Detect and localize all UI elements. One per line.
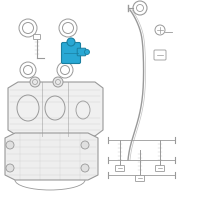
FancyBboxPatch shape [77, 48, 86, 56]
Polygon shape [8, 82, 103, 136]
Circle shape [59, 19, 77, 37]
Circle shape [81, 164, 89, 172]
Circle shape [67, 38, 75, 46]
Circle shape [155, 25, 165, 35]
Circle shape [84, 49, 90, 54]
Circle shape [6, 164, 14, 172]
Circle shape [57, 62, 73, 78]
Circle shape [53, 77, 63, 87]
FancyBboxPatch shape [136, 176, 144, 182]
FancyBboxPatch shape [62, 43, 80, 64]
Circle shape [22, 22, 34, 33]
Polygon shape [5, 133, 98, 180]
Circle shape [20, 62, 36, 78]
FancyBboxPatch shape [154, 50, 166, 60]
FancyBboxPatch shape [34, 34, 40, 40]
Circle shape [81, 141, 89, 149]
Circle shape [30, 77, 40, 87]
Circle shape [60, 66, 70, 74]
Circle shape [6, 141, 14, 149]
Circle shape [24, 66, 32, 74]
Circle shape [133, 1, 147, 15]
FancyBboxPatch shape [116, 166, 124, 171]
Circle shape [19, 19, 37, 37]
Circle shape [62, 22, 74, 33]
FancyBboxPatch shape [156, 166, 164, 171]
